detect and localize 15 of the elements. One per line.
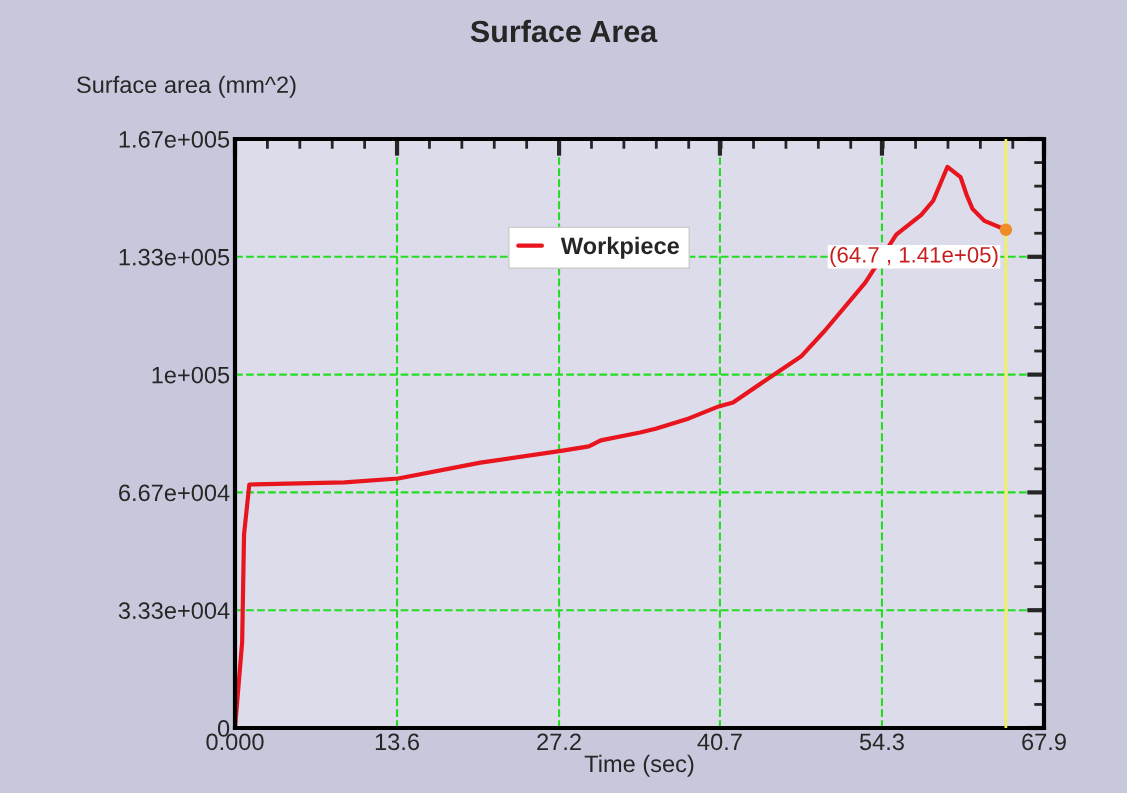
y-tick-label: 1e+005 (152, 366, 230, 384)
annotation: (64.7 , 1.41e+05) (830, 246, 998, 268)
chart-title: Surface Area (470, 19, 658, 43)
x-tick-label: 13.6 (375, 733, 419, 751)
x-tick-label: 54.3 (859, 733, 904, 751)
legend-label: Workpiece (560, 236, 679, 259)
x-tick-label: 40.7 (697, 733, 742, 751)
y-tick-label: 1.67e+005 (119, 131, 230, 148)
y-tick-label: 6.67e+004 (119, 484, 230, 502)
x-tick-label: 27.2 (537, 733, 581, 750)
x-axis-title: Time (sec) (584, 754, 694, 777)
y-tick-label: 1.33e+005 (119, 248, 230, 266)
y-axis-title: Surface area (mm^2) (77, 75, 296, 98)
y-tick-label: 3.33e+004 (118, 602, 230, 619)
x-tick-label: 67.9 (1022, 733, 1066, 751)
